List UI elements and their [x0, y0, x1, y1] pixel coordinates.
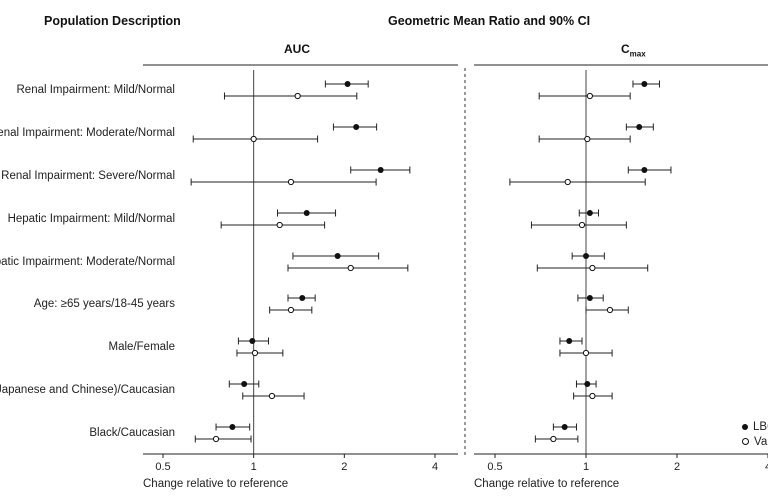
x-tick-label: 0.5 [155, 461, 170, 473]
point-estimate-open [276, 221, 283, 229]
point-estimate-filled [344, 81, 351, 87]
point-estimate-filled [586, 210, 593, 216]
point-estimate-open [212, 435, 220, 443]
point-estimate-filled [586, 295, 593, 301]
filled-circle-icon [742, 423, 748, 430]
population-description-header: Population Description [44, 14, 181, 28]
point-estimate-open [268, 392, 276, 400]
point-estimate-open [582, 349, 590, 357]
x-tick-label: 2 [341, 461, 347, 473]
row-label: Renal Impairment: Mild/Normal [16, 84, 176, 96]
point-estimate-filled [583, 253, 589, 259]
auc-x-axis-label: Change relative to reference [143, 478, 289, 490]
ratio-ci-header: Geometric Mean Ratio and 90% CI [388, 14, 591, 28]
open-circle-icon [742, 438, 749, 446]
x-tick-label: 1 [583, 461, 589, 473]
point-estimate-filled [241, 381, 248, 387]
point-estimate-filled [249, 338, 256, 344]
point-estimate-open [589, 392, 596, 400]
row-label: Black/Caucasian [89, 427, 175, 439]
point-estimate-open [606, 306, 614, 314]
point-estimate-filled [334, 253, 341, 259]
row-label: Hepatic Impairment: Mild/Normal [7, 213, 175, 225]
legend-label: LBQ65 [753, 421, 768, 433]
point-estimate-filled [353, 124, 360, 130]
point-estimate-open [584, 135, 591, 143]
point-estimate-open [251, 349, 259, 357]
cmax-title-subscript: max [629, 49, 646, 59]
legend-item-valsar: Valsar [742, 436, 768, 448]
point-estimate-open [586, 92, 593, 100]
x-tick-label: 0.5 [487, 461, 502, 473]
point-estimate-open [294, 92, 301, 100]
row-label: Renal Impairment: Moderate/Normal [0, 127, 175, 139]
x-tick-label: 2 [674, 461, 680, 473]
auc-panel-title: AUC [284, 42, 310, 56]
legend-item-lbq65: LBQ65 [742, 421, 768, 433]
point-estimate-filled [641, 167, 648, 173]
row-label: Age: ≥65 years/18-45 years [33, 298, 175, 310]
row-label: Hepatic Impairment: Moderate/Normal [0, 256, 175, 268]
point-estimate-filled [299, 295, 306, 301]
point-estimate-open [550, 435, 557, 443]
x-tick-label: 4 [432, 461, 438, 473]
cmax-panel-title: Cmax [621, 42, 646, 58]
legend-label: Valsar [754, 436, 768, 448]
point-estimate-open [589, 264, 596, 272]
point-estimate-open [578, 221, 586, 229]
row-label: Male/Female [108, 341, 175, 353]
point-estimate-filled [641, 81, 648, 87]
point-estimate-filled [377, 167, 384, 173]
cmax-title-main: C [621, 42, 630, 56]
point-estimate-open [287, 178, 295, 186]
point-estimate-filled [561, 424, 568, 430]
point-estimate-filled [566, 338, 573, 344]
point-estimate-filled [584, 381, 591, 387]
point-estimate-open [250, 135, 257, 143]
point-estimate-open [564, 178, 571, 186]
row-label: Renal Impairment: Severe/Normal [1, 170, 175, 182]
cmax-x-axis-label: Change relative to reference [474, 478, 620, 490]
point-estimate-open [287, 306, 295, 314]
row-label: (Japanese and Chinese)/Caucasian [0, 384, 175, 396]
point-estimate-filled [303, 210, 310, 216]
point-estimate-open [347, 264, 354, 272]
point-estimate-filled [229, 424, 236, 430]
point-estimate-filled [636, 124, 643, 130]
x-tick-label: 1 [251, 461, 257, 473]
